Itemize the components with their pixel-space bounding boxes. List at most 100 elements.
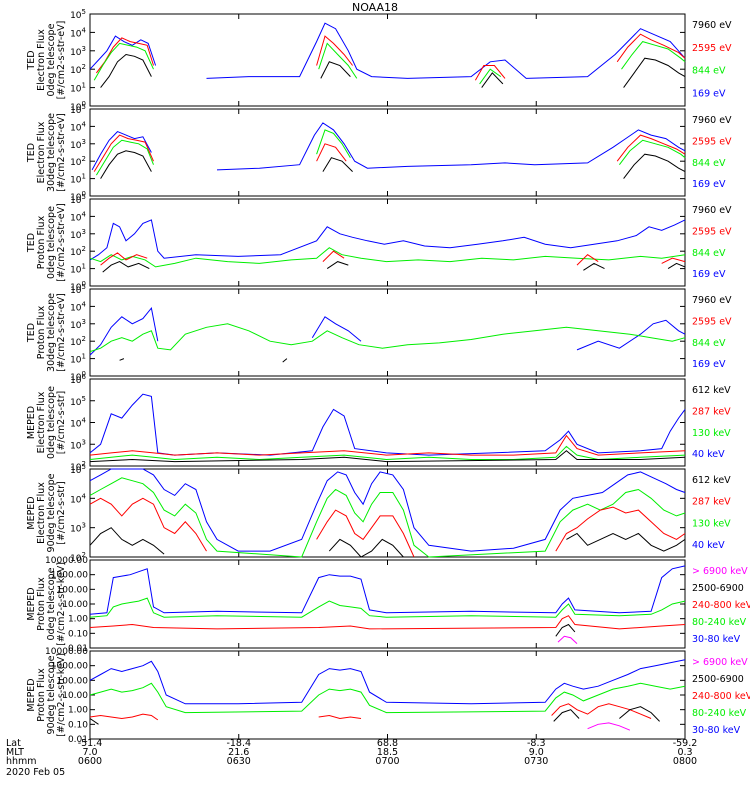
series-line-red [96, 33, 686, 81]
y-tick-label: 1.00 [68, 706, 88, 716]
panel-8 [89, 650, 686, 740]
series-line-blue [91, 122, 686, 171]
series-line-green [89, 323, 686, 353]
y-tick-exponent: 2 [82, 63, 86, 71]
x-tick-label-hhmm: 0730 [524, 756, 548, 767]
y-tick-exponent: 2 [82, 335, 86, 343]
legend-entry: 2595 eV [692, 316, 732, 327]
series-line-red [100, 250, 686, 266]
y-axis-label: Electron Flux [36, 29, 47, 91]
y-tick-exponent: 5 [82, 283, 86, 291]
x-tick-label-lat: -51.4 [78, 738, 103, 749]
y-axis-label: TED [26, 233, 37, 253]
y-axis-label: MEPED [26, 678, 37, 711]
series-line-black [119, 358, 288, 363]
y-tick-label: 105 [70, 395, 86, 408]
series-line-blue [89, 565, 686, 615]
footer-row-label: Lat [6, 738, 21, 749]
x-tick-label-lat: -18.4 [226, 738, 251, 749]
series-line-red [89, 434, 686, 456]
panel-frame [89, 288, 686, 377]
y-tick-label: 0.01 [68, 735, 88, 745]
y-tick-exponent: 4 [82, 417, 87, 425]
y-axis-label: MEPED [26, 496, 37, 529]
y-tick-exponent: 2 [82, 245, 86, 253]
y-axis-label: 30deg telescope [46, 293, 57, 372]
y-tick-exponent: 1 [82, 173, 86, 181]
series-line-blue [89, 659, 686, 705]
legend-entry: 130 keV [692, 518, 731, 529]
series-line-green [89, 597, 686, 618]
y-tick-exponent: 1 [82, 263, 86, 271]
x-tick-label-mlt: 18.5 [377, 747, 398, 758]
series-line-blue [89, 468, 686, 552]
y-axis-label: 0deg telescope [46, 386, 57, 459]
y-axis-label: TED [26, 50, 37, 70]
y-axis-label: 0deg telescope [46, 567, 57, 640]
legend-entry: 7960 eV [692, 20, 732, 31]
panel-7 [89, 559, 686, 649]
y-tick-label: 1000.00 [51, 571, 88, 581]
y-tick-label: 10000.00 [45, 647, 88, 657]
y-tick-label: 103 [70, 228, 86, 241]
y-axis-label: [#/cm2-s-str-eV] [56, 293, 67, 372]
footer-row-label: hhmm [6, 756, 37, 767]
y-tick-exponent: 0 [82, 100, 86, 108]
legend-entry: 169 eV [692, 359, 726, 370]
y-tick-label: 104 [70, 210, 86, 223]
y-tick-label: 101 [70, 173, 86, 186]
y-tick-label: 100.00 [57, 676, 89, 686]
y-tick-label: 102 [70, 63, 86, 76]
y-axis-label: [#/cm2-s-str-eV] [56, 113, 67, 192]
y-tick-exponent: 2 [82, 155, 86, 163]
y-tick-label: 0.10 [68, 629, 88, 639]
legend-entry: 240-800 keV [692, 691, 750, 702]
legend-entry: 40 keV [692, 449, 725, 460]
legend-entry: 7960 eV [692, 295, 732, 306]
series-line-red [93, 134, 686, 172]
y-axis-label: Electron Flux [36, 391, 47, 453]
x-tick-label-mlt: 7.0 [82, 747, 97, 758]
series-line-black [89, 527, 686, 558]
y-axis-label: Electron Flux [36, 482, 47, 544]
y-tick-label: 105 [70, 8, 86, 21]
legend-entry: 844 eV [692, 66, 726, 77]
legend-entry: 844 eV [692, 158, 726, 169]
y-axis-label: Proton Flux [36, 215, 47, 269]
series-line-green [93, 41, 686, 85]
y-axis-label: [#/cm2-s-str-eV] [56, 203, 67, 282]
legend-entry: 80-240 keV [692, 708, 747, 719]
y-axis-label: TED [26, 323, 37, 343]
series-line-black [89, 450, 686, 463]
y-axis-label: 90deg telescope [46, 473, 57, 552]
y-tick-label: 104 [70, 300, 86, 313]
x-tick-label-mlt: 0.3 [677, 747, 692, 758]
y-axis-label: Proton Flux [36, 305, 47, 359]
series-line-blue [89, 306, 686, 356]
y-tick-exponent: 0 [82, 280, 86, 288]
y-tick-label: 101 [70, 353, 86, 366]
y-tick-exponent: 4 [82, 492, 87, 500]
series-line-green [89, 247, 686, 268]
y-tick-label: 0.01 [68, 644, 88, 654]
y-axis-label: MEPED [26, 406, 37, 439]
y-tick-label: 104 [70, 492, 86, 505]
y-axis-label: 30deg telescope [46, 113, 57, 192]
y-tick-exponent: 3 [82, 138, 86, 146]
series-line-magenta [557, 635, 578, 644]
y-axis-label: 90deg telescope [46, 655, 57, 734]
date-label: 2020 Feb 05 [6, 767, 65, 778]
y-tick-exponent: 3 [82, 438, 86, 446]
legend-entry: 169 eV [692, 179, 726, 190]
x-tick-label-hhmm: 0630 [227, 756, 251, 767]
series-line-blue [89, 219, 686, 261]
y-tick-label: 103 [70, 522, 86, 535]
y-axis-label: Proton Flux [36, 577, 47, 631]
legend-entry: 240-800 keV [692, 600, 750, 611]
y-tick-label: 104 [70, 120, 86, 133]
